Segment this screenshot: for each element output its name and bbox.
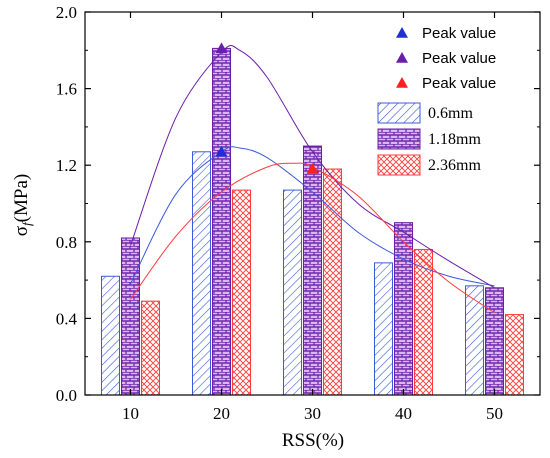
legend-peak-label-2: Peak value <box>422 50 496 67</box>
legend-swatch-2.36mm <box>377 154 421 176</box>
y-tick-label-1.2: 1.2 <box>56 156 77 175</box>
y-tick-label-0.0: 0.0 <box>56 386 77 405</box>
y-axis-title-unit: (MPa) <box>11 174 32 223</box>
bar-1.18mm-20 <box>212 47 231 396</box>
y-tick-label-1.6: 1.6 <box>56 80 77 99</box>
legend-label-0.6mm: 0.6mm <box>428 105 473 122</box>
fit-curve-2.36mm <box>130 162 495 314</box>
legend-peak-label-3: Peak value <box>422 75 496 92</box>
y-axis-title-symbol: σ <box>11 226 32 236</box>
peak-marker-1 <box>215 145 228 157</box>
x-tick-label-50: 50 <box>486 404 503 423</box>
legend-peak-marker-1 <box>396 27 408 38</box>
legend-swatch-1.18mm <box>377 128 421 150</box>
x-tick-label-20: 20 <box>213 404 230 423</box>
bar-1.18mm-30 <box>303 145 322 396</box>
bar-0.6mm-40 <box>374 262 393 396</box>
bar-1.18mm-50 <box>485 287 504 396</box>
bar-0.6mm-10 <box>101 275 120 396</box>
legend-peak-label-1: Peak value <box>422 25 496 42</box>
legend: Peak value Peak value Peak value 0.6mm 1.18m… <box>377 25 496 176</box>
y-tick-label-0.4: 0.4 <box>56 309 78 328</box>
fit-curves-group <box>130 45 495 314</box>
bar-0.6mm-20 <box>192 151 211 396</box>
x-tick-label-10: 10 <box>122 404 139 423</box>
fit-curve-1.18mm <box>130 45 495 289</box>
bar-2.36mm-10 <box>141 300 160 396</box>
x-axis-title: RSS(%) <box>282 430 344 451</box>
peak-marker-3 <box>306 163 319 174</box>
legend-label-2.36mm: 2.36mm <box>428 157 481 174</box>
bar-2.36mm-20 <box>232 189 251 396</box>
y-axis-title: σf(MPa) <box>11 174 34 236</box>
x-tick-label-30: 30 <box>304 404 321 423</box>
bar-1.18mm-10 <box>121 237 140 396</box>
y-tick-label-0.8: 0.8 <box>56 233 77 252</box>
legend-peak-marker-2 <box>396 52 408 63</box>
x-tick-label-40: 40 <box>395 404 412 423</box>
bar-2.36mm-40 <box>414 248 433 396</box>
bar-2.36mm-30 <box>323 168 342 396</box>
bar-0.6mm-30 <box>283 189 302 396</box>
legend-swatch-0.6mm <box>377 102 421 124</box>
y-tick-label-2.0: 2.0 <box>56 3 77 22</box>
y-axis-title-subscript: f <box>19 220 34 226</box>
bars-group <box>101 47 524 396</box>
axes-group: 0.0 0.4 0.8 1.2 1.6 2.0 10 20 30 40 50 <box>56 3 541 423</box>
legend-label-1.18mm: 1.18mm <box>428 131 481 148</box>
peak-marker-2 <box>215 42 228 54</box>
bar-2.36mm-50 <box>505 314 524 396</box>
peak-markers-group <box>215 42 319 174</box>
bar-1.18mm-40 <box>394 222 413 396</box>
bar-0.6mm-50 <box>465 285 484 396</box>
fit-curve-0.6mm <box>130 146 495 287</box>
legend-peak-marker-3 <box>396 77 408 88</box>
